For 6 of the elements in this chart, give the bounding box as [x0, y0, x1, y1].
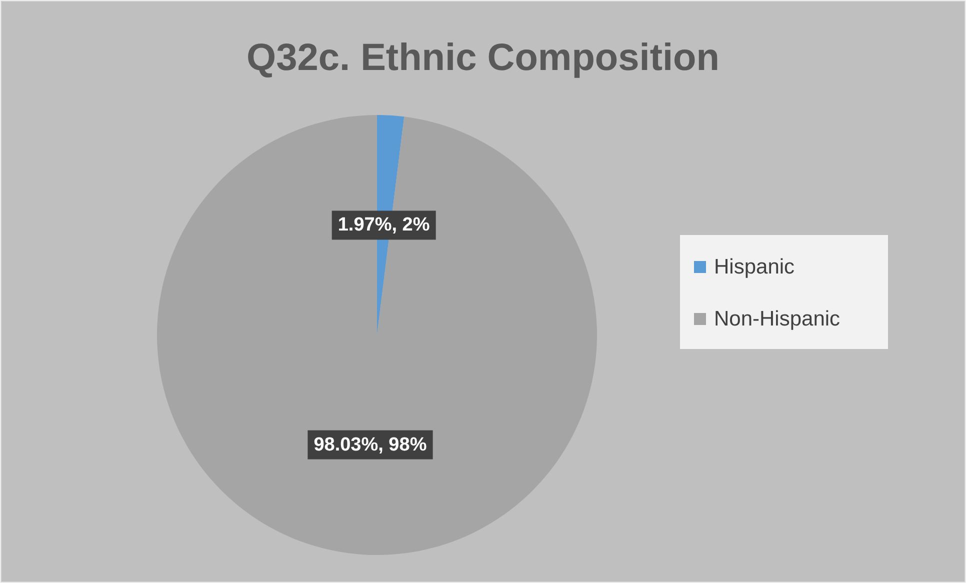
legend-label: Non-Hispanic [714, 308, 840, 330]
chart-title: Q32c. Ethnic Composition [246, 37, 720, 79]
data-label: 1.97%, 2% [338, 214, 430, 236]
pie-slice [157, 115, 597, 555]
data-label: 98.03%, 98% [314, 434, 427, 456]
legend-label: Hispanic [714, 256, 795, 278]
